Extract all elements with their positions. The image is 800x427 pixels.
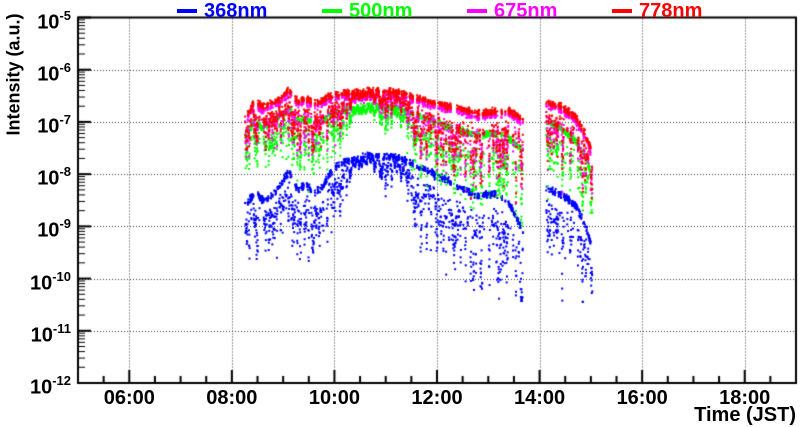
legend-item-778nm: 778nm — [612, 0, 702, 22]
legend-line-778nm-icon — [612, 9, 632, 13]
y-tick-label: 10-12 — [29, 373, 71, 399]
y-tick-label: 10-6 — [37, 59, 71, 86]
legend-item-500nm: 500nm — [322, 0, 412, 22]
legend-line-675nm-icon — [467, 9, 487, 13]
legend-line-500nm-icon — [322, 9, 342, 13]
x-axis-title: Time (JST) — [694, 404, 796, 426]
x-tick-label: 10:00 — [308, 387, 360, 409]
y-tick-label: 10-9 — [37, 216, 71, 242]
legend-label-500nm: 500nm — [349, 0, 413, 22]
x-tick-label: 14:00 — [513, 387, 566, 409]
x-tick-label: 06:00 — [103, 387, 155, 409]
y-tick-label: 10-5 — [37, 7, 71, 34]
legend-item-368nm: 368nm — [177, 0, 267, 22]
y-tick-label: 10-7 — [37, 111, 71, 138]
x-tick-label: 12:00 — [411, 387, 463, 409]
legend-label-675nm: 675nm — [494, 0, 558, 22]
y-tick-label: 10-11 — [30, 320, 71, 347]
x-tick-label: 18:00 — [719, 387, 771, 409]
y-tick-label: 10-10 — [29, 268, 71, 295]
x-tick-label: 16:00 — [616, 387, 668, 409]
legend-label-778nm: 778nm — [639, 0, 703, 22]
legend-label-368nm: 368nm — [204, 0, 268, 22]
y-tick-label: 10-8 — [37, 164, 71, 190]
legend-line-368nm-icon — [177, 9, 197, 13]
legend-item-675nm: 675nm — [467, 0, 557, 22]
x-tick-label: 08:00 — [206, 387, 258, 409]
